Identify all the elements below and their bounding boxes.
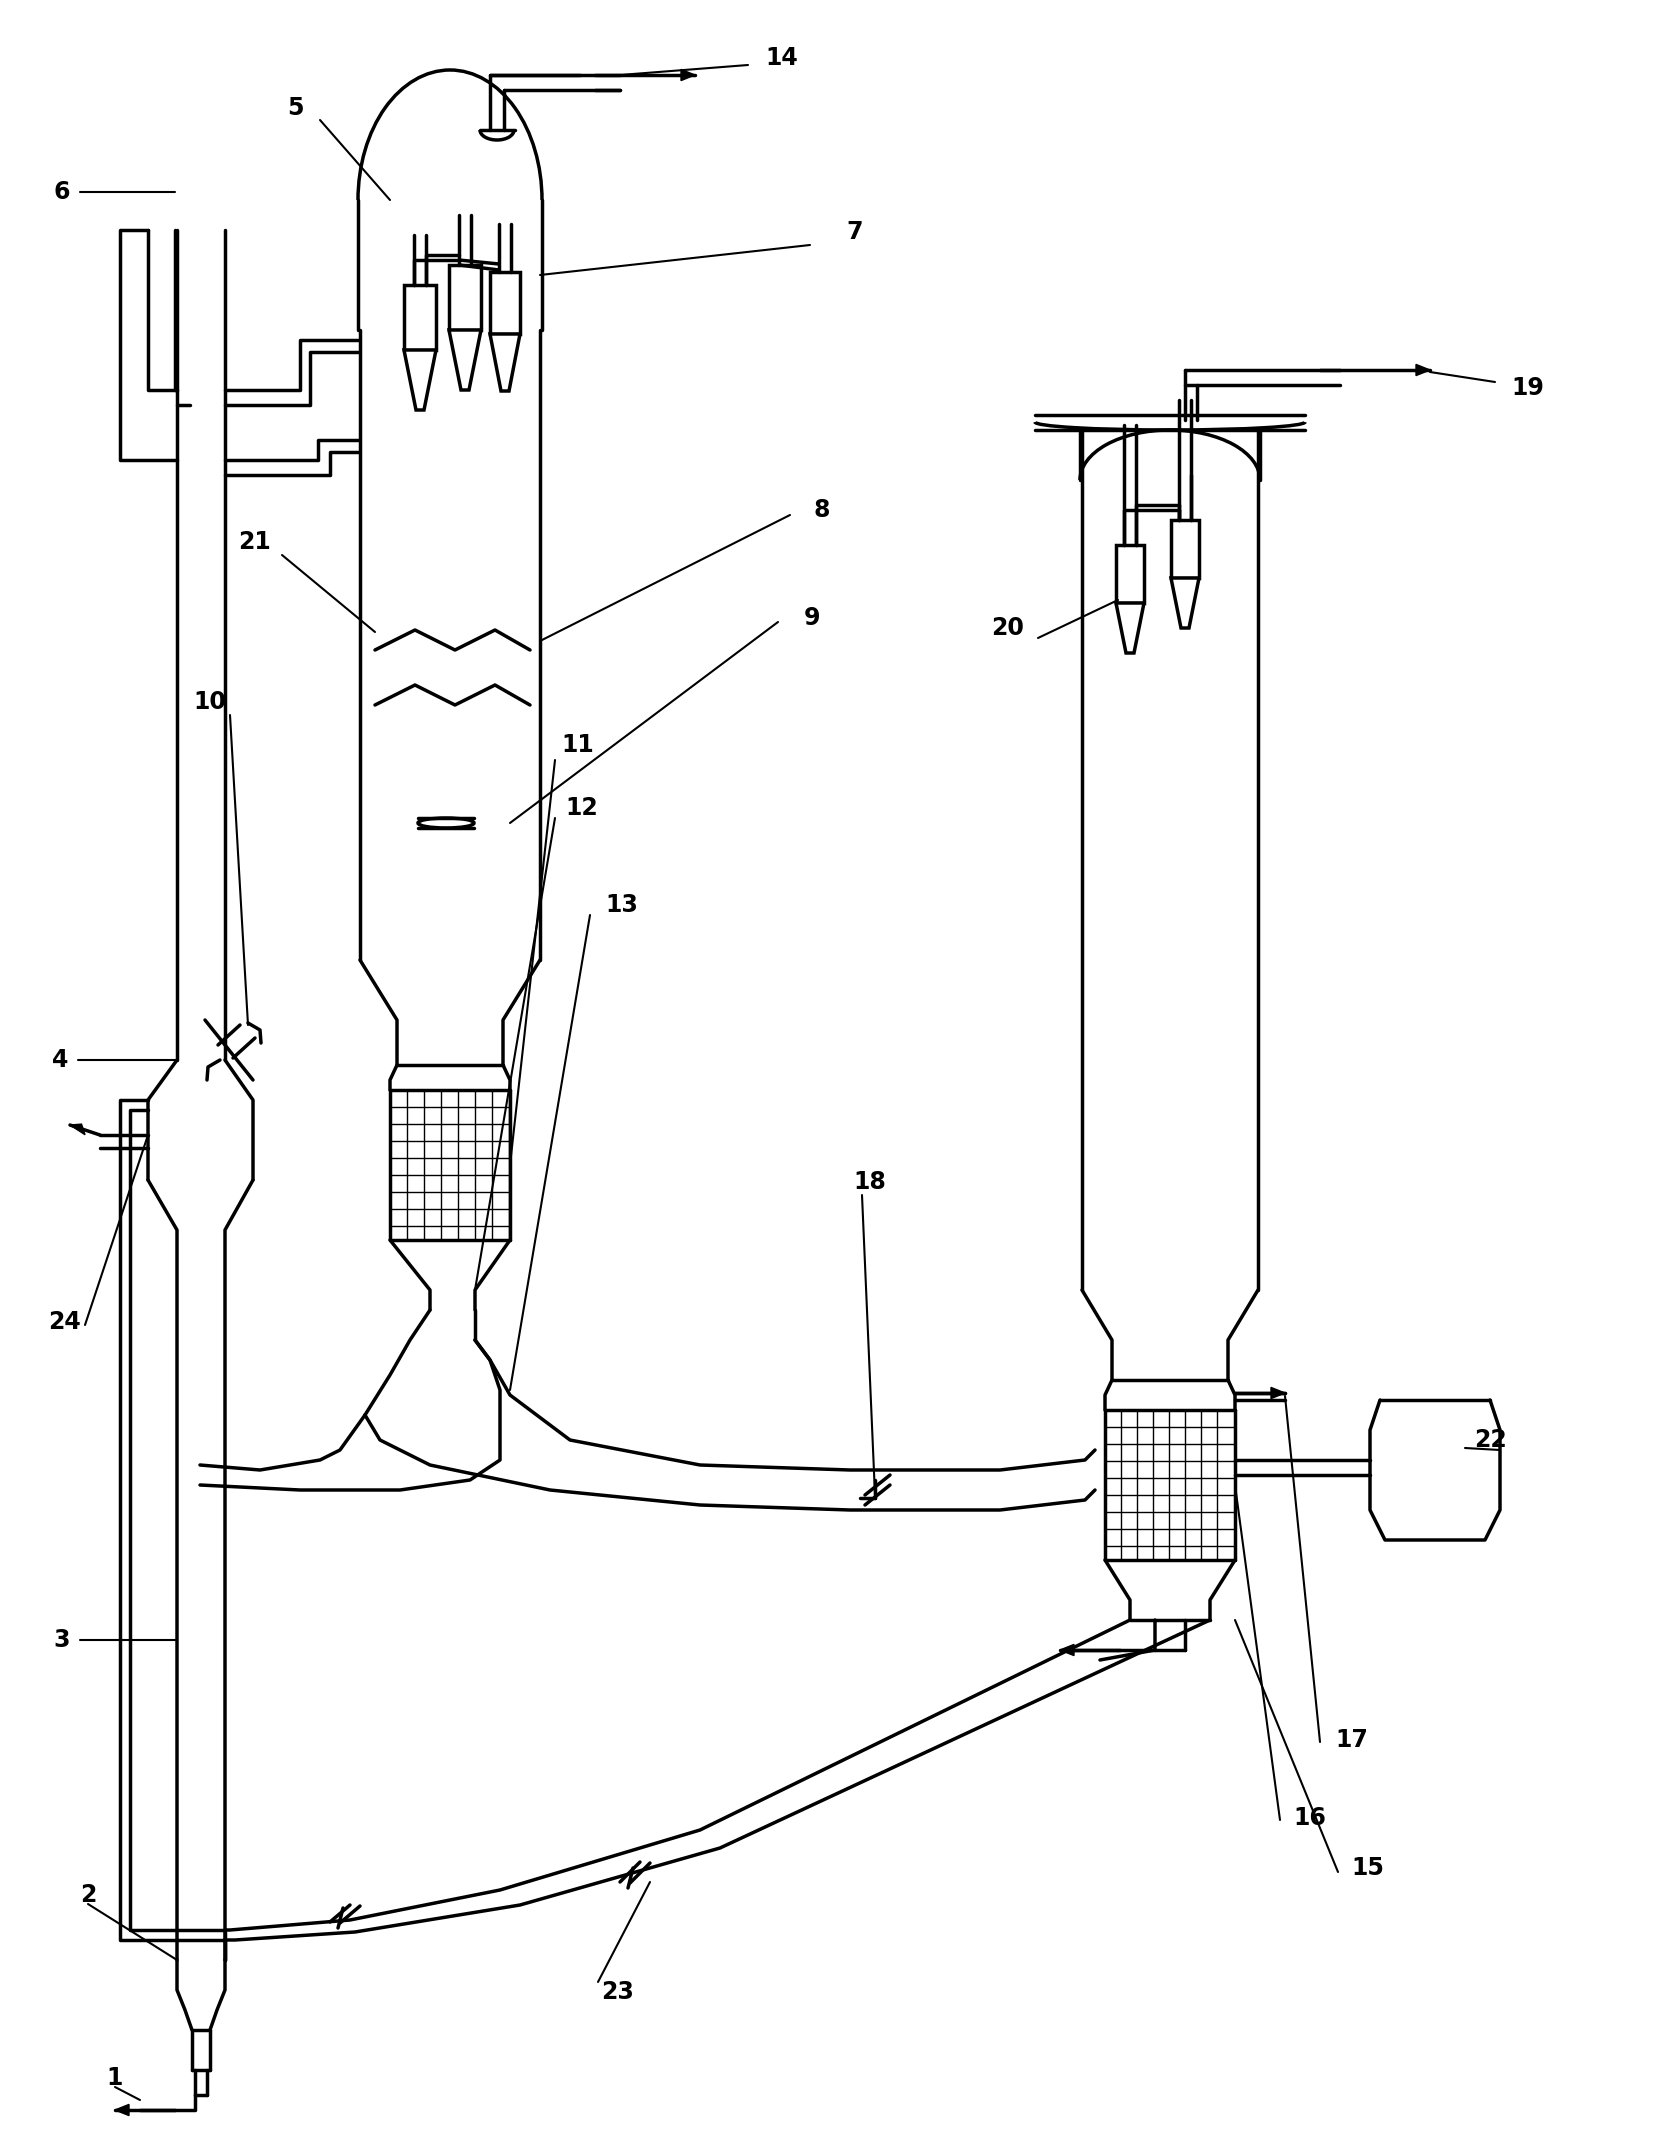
Text: 2: 2 [80,1884,96,1907]
Text: 9: 9 [803,605,820,631]
Text: 21: 21 [239,530,272,554]
Text: 15: 15 [1352,1856,1385,1879]
Text: 22: 22 [1473,1428,1506,1452]
Polygon shape [1060,1644,1073,1655]
Polygon shape [1117,603,1145,652]
Text: 14: 14 [765,47,798,71]
Text: 10: 10 [194,691,226,714]
Text: 19: 19 [1511,376,1545,400]
Polygon shape [114,2104,129,2117]
Text: 16: 16 [1294,1807,1327,1830]
Text: 7: 7 [846,220,863,244]
Polygon shape [1117,545,1145,603]
Polygon shape [70,1125,85,1135]
Text: 20: 20 [992,616,1025,639]
Text: 4: 4 [51,1048,68,1071]
Polygon shape [489,334,519,391]
Polygon shape [1171,520,1199,577]
Text: 13: 13 [606,894,639,917]
Polygon shape [405,351,436,410]
Polygon shape [680,68,695,81]
Polygon shape [1417,363,1430,376]
Text: 18: 18 [854,1169,886,1193]
Text: 3: 3 [53,1627,70,1653]
Text: 24: 24 [48,1311,81,1334]
Text: 12: 12 [566,795,599,821]
Polygon shape [405,284,436,351]
Text: 1: 1 [106,2065,123,2091]
Text: 8: 8 [815,498,830,522]
Text: 23: 23 [602,1980,634,2003]
Polygon shape [489,272,519,334]
Text: 5: 5 [287,96,304,120]
Polygon shape [450,265,481,329]
Polygon shape [1171,577,1199,629]
Text: 17: 17 [1335,1728,1369,1751]
Text: 6: 6 [53,180,70,203]
Polygon shape [450,329,481,389]
Text: 11: 11 [562,733,594,757]
Polygon shape [1271,1388,1286,1398]
